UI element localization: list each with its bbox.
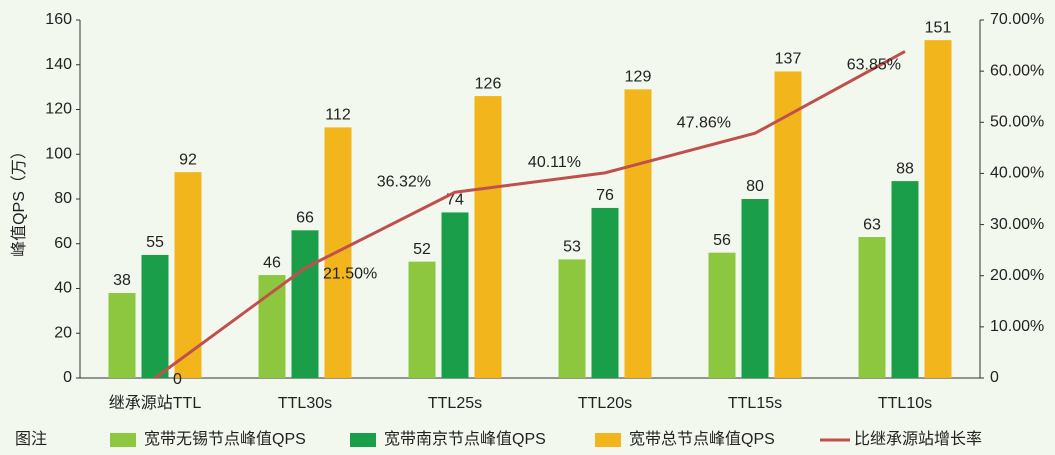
bar-value-label: 55 bbox=[146, 234, 164, 251]
bar-value-label: 92 bbox=[179, 151, 197, 168]
bar-value-label: 137 bbox=[775, 51, 802, 68]
x-tick-label: 继承源站TTL bbox=[109, 394, 202, 412]
y2-tick-label: 30.00% bbox=[990, 216, 1044, 233]
bar-value-label: 38 bbox=[113, 272, 131, 289]
bar bbox=[174, 172, 202, 378]
y2-tick-label: 70.00% bbox=[990, 11, 1044, 28]
line-value-label: 36.32% bbox=[377, 173, 431, 190]
bar bbox=[924, 40, 952, 378]
bar bbox=[291, 230, 319, 378]
y-tick-label: 80 bbox=[54, 190, 72, 207]
x-tick-label: TTL25s bbox=[428, 395, 482, 412]
bar bbox=[558, 259, 586, 378]
line-value-label: 47.86% bbox=[677, 114, 731, 131]
legend-swatch bbox=[595, 433, 621, 447]
bar-value-label: 126 bbox=[475, 75, 502, 92]
legend-swatch bbox=[350, 433, 376, 447]
y2-tick-label: 40.00% bbox=[990, 165, 1044, 182]
bar bbox=[858, 237, 886, 378]
bar bbox=[441, 212, 469, 378]
bar-value-label: 151 bbox=[925, 19, 952, 36]
y2-tick-label: 20.00% bbox=[990, 267, 1044, 284]
y2-tick-label: 10.00% bbox=[990, 318, 1044, 335]
y-tick-label: 0 bbox=[63, 369, 72, 386]
legend-label: 比继承源站增长率 bbox=[854, 430, 982, 448]
y-tick-label: 20 bbox=[54, 324, 72, 341]
bar-value-label: 88 bbox=[896, 160, 914, 177]
bar-value-label: 112 bbox=[325, 107, 351, 124]
bar bbox=[774, 71, 802, 379]
x-tick-label: TTL20s bbox=[578, 395, 632, 412]
x-tick-label: TTL30s bbox=[278, 395, 332, 412]
bar-value-label: 52 bbox=[413, 241, 431, 258]
y-tick-label: 140 bbox=[45, 56, 72, 73]
bar bbox=[108, 292, 136, 378]
bar bbox=[474, 96, 502, 378]
bar-value-label: 80 bbox=[746, 178, 764, 195]
x-tick-label: TTL10s bbox=[878, 395, 932, 412]
bar bbox=[141, 254, 169, 378]
line-value-label: 0 bbox=[173, 371, 182, 388]
bar-value-label: 63 bbox=[863, 216, 881, 233]
bar-value-label: 66 bbox=[296, 210, 314, 227]
legend-title: 图注 bbox=[15, 430, 47, 448]
line-value-label: 40.11% bbox=[528, 154, 581, 171]
x-tick-label: TTL15s bbox=[728, 395, 782, 412]
bar-value-label: 56 bbox=[713, 232, 731, 249]
y-axis-label: 峰值QPS（万） bbox=[10, 143, 28, 257]
legend-label: 宽带无锡节点峰值QPS bbox=[144, 430, 306, 448]
y-tick-label: 40 bbox=[54, 280, 72, 297]
y-tick-label: 160 bbox=[45, 11, 72, 28]
y2-tick-label: 0 bbox=[990, 369, 999, 386]
bar bbox=[408, 261, 436, 378]
line bbox=[154, 50, 906, 380]
bar bbox=[624, 89, 652, 379]
y-tick-label: 60 bbox=[54, 235, 72, 252]
y2-tick-label: 50.00% bbox=[990, 114, 1044, 131]
y2-tick-label: 60.00% bbox=[990, 62, 1044, 79]
bar-value-label: 76 bbox=[596, 187, 614, 204]
bar bbox=[591, 207, 619, 378]
line-value-label: 63.85% bbox=[847, 57, 901, 74]
bar bbox=[708, 252, 736, 378]
bar-value-label: 46 bbox=[263, 254, 281, 271]
line-value-label: 21.50% bbox=[323, 265, 377, 282]
y-tick-label: 120 bbox=[45, 101, 72, 118]
legend-label: 宽带南京节点峰值QPS bbox=[384, 430, 546, 448]
bar-value-label: 129 bbox=[625, 69, 652, 86]
bar-value-label: 53 bbox=[563, 239, 581, 256]
bar bbox=[891, 181, 919, 378]
legend-label: 宽带总节点峰值QPS bbox=[629, 430, 775, 448]
y-tick-label: 100 bbox=[45, 145, 72, 162]
bar bbox=[741, 199, 769, 378]
legend-swatch bbox=[110, 433, 136, 447]
